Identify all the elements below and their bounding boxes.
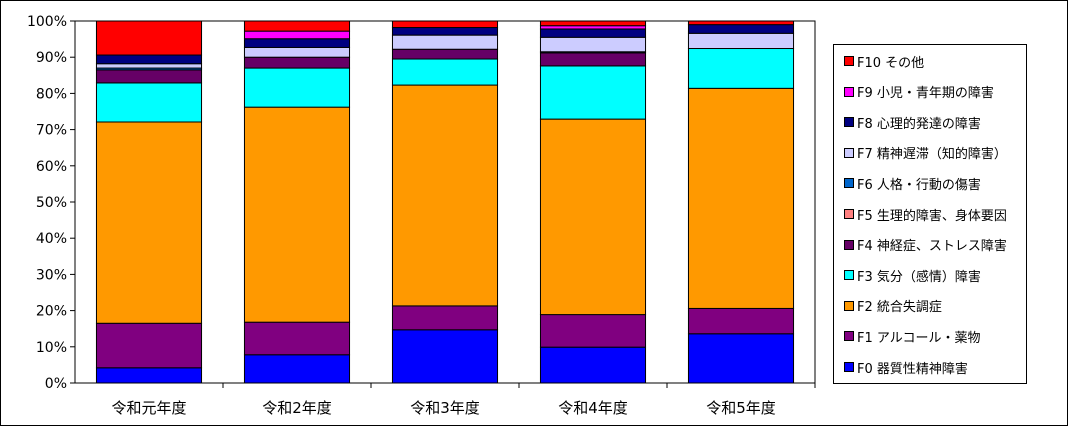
legend: F10 その他 F9 小児・青年期の障害 F8 心理的発達の障害 F7 精神遅滞（知的… (833, 44, 1027, 384)
legend-item: F4 神経症、ストレス障害 (844, 235, 1007, 255)
bar-segment (687, 20, 795, 26)
y-tick-label: 60% (36, 159, 67, 175)
x-category-label: 令和元年度 (111, 399, 186, 417)
legend-swatch (844, 362, 854, 372)
bar-segment (539, 20, 647, 27)
legend-item: F9 小児・青年期の障害 (844, 82, 994, 102)
bar-segment (687, 333, 795, 384)
bar-segment (95, 367, 203, 384)
legend-label: F1 アルコール・薬物 (857, 330, 981, 346)
legend-item: F0 器質性精神障害 (844, 357, 968, 377)
bar-segment (539, 36, 647, 53)
bar-segment (95, 322, 203, 369)
y-tick-label: 80% (36, 86, 67, 102)
bar-segment (95, 82, 203, 123)
legend-swatch (844, 300, 854, 311)
legend-item: F7 精神遅滞（知的障害） (844, 143, 1007, 163)
x-category-label: 令和2年度 (262, 399, 332, 417)
y-tick-label: 10% (36, 340, 67, 356)
x-category-label: 令和3年度 (410, 399, 480, 417)
bar-segment (539, 314, 647, 348)
bar-segment (243, 67, 351, 108)
bar-segment (95, 69, 203, 84)
legend-swatch (844, 239, 854, 250)
bar-segment (391, 20, 499, 29)
legend-swatch (844, 331, 854, 342)
bar-segment (95, 121, 203, 324)
legend-swatch (844, 270, 854, 281)
bar-segment (391, 58, 499, 86)
legend-item: F8 心理的発達の障害 (844, 112, 981, 132)
bar-segment (687, 24, 795, 34)
legend-label: F9 小児・青年期の障害 (857, 86, 994, 102)
bar-segment (243, 106, 351, 323)
y-tick-label: 90% (36, 50, 67, 66)
legend-label: F6 人格・行動の傷害 (857, 177, 981, 193)
bar-segment (391, 84, 499, 307)
bar-segment (243, 46, 351, 58)
legend-label: F4 神経症、ストレス障害 (857, 239, 1007, 255)
bar-segment (687, 48, 795, 89)
legend-item: F2 統合失調症 (844, 296, 942, 316)
bar-segment (243, 20, 351, 32)
bar-segment (539, 346, 647, 384)
x-category-label: 令和5年度 (706, 399, 776, 417)
x-axis: 令和元年度 令和2年度 令和3年度 令和4年度 令和5年度 (111, 399, 775, 417)
legend-item: F3 気分（感情）障害 (844, 265, 981, 285)
bar-segment (243, 321, 351, 356)
bar-segment (95, 20, 203, 56)
legend-swatch (844, 178, 854, 189)
legend-item: F1 アルコール・薬物 (844, 326, 981, 346)
legend-label: F3 気分（感情）障害 (857, 269, 981, 285)
legend-item: F10 その他 (844, 51, 924, 71)
bar-segment (391, 34, 499, 50)
y-tick-label: 70% (36, 123, 67, 139)
legend-label: F8 心理的発達の障害 (857, 116, 981, 132)
bar-segment (539, 28, 647, 38)
legend-label: F10 その他 (857, 55, 925, 71)
bar-segment (539, 118, 647, 316)
y-tick-label: 40% (36, 231, 67, 247)
bar-segment (243, 354, 351, 384)
legend-item: F5 生理的障害、身体要因 (844, 204, 1007, 224)
y-tick-label: 0% (45, 376, 67, 392)
bar-segment (243, 30, 351, 40)
bar-segment (391, 48, 499, 60)
bar-segment (539, 52, 647, 67)
legend-swatch (844, 147, 854, 158)
legend-swatch (844, 86, 854, 97)
plot-area (74, 20, 816, 388)
bar-segment (243, 38, 351, 48)
legend-label: F2 統合失調症 (857, 300, 942, 316)
bar-segment (95, 54, 203, 65)
bar-segment (95, 63, 203, 69)
y-tick-label: 20% (36, 304, 67, 320)
bar-segment (391, 329, 499, 384)
y-axis: 0% 10% 20% 30% 40% 50% 60% 70% 80% 90% 100% (27, 14, 75, 392)
legend-label: F0 器質性精神障害 (857, 361, 968, 377)
bar-segment (539, 65, 647, 120)
bar-segment (243, 56, 351, 69)
y-tick-label: 30% (36, 267, 67, 283)
legend-swatch (844, 209, 854, 219)
x-category-label: 令和4年度 (558, 399, 628, 417)
bar-segment (391, 305, 499, 331)
y-tick-label: 100% (27, 14, 67, 30)
legend-swatch (844, 56, 854, 66)
y-tick-label: 50% (36, 195, 67, 211)
legend-swatch (844, 117, 854, 128)
bar-segment (391, 27, 499, 36)
legend-item: F6 人格・行動の傷害 (844, 173, 981, 193)
legend-label: F7 精神遅滞（知的障害） (857, 147, 1007, 163)
bar-segment (687, 87, 795, 309)
bar-segment (687, 32, 795, 50)
bar-segment (687, 307, 795, 335)
legend-label: F5 生理的障害、身体要因 (857, 208, 1007, 224)
